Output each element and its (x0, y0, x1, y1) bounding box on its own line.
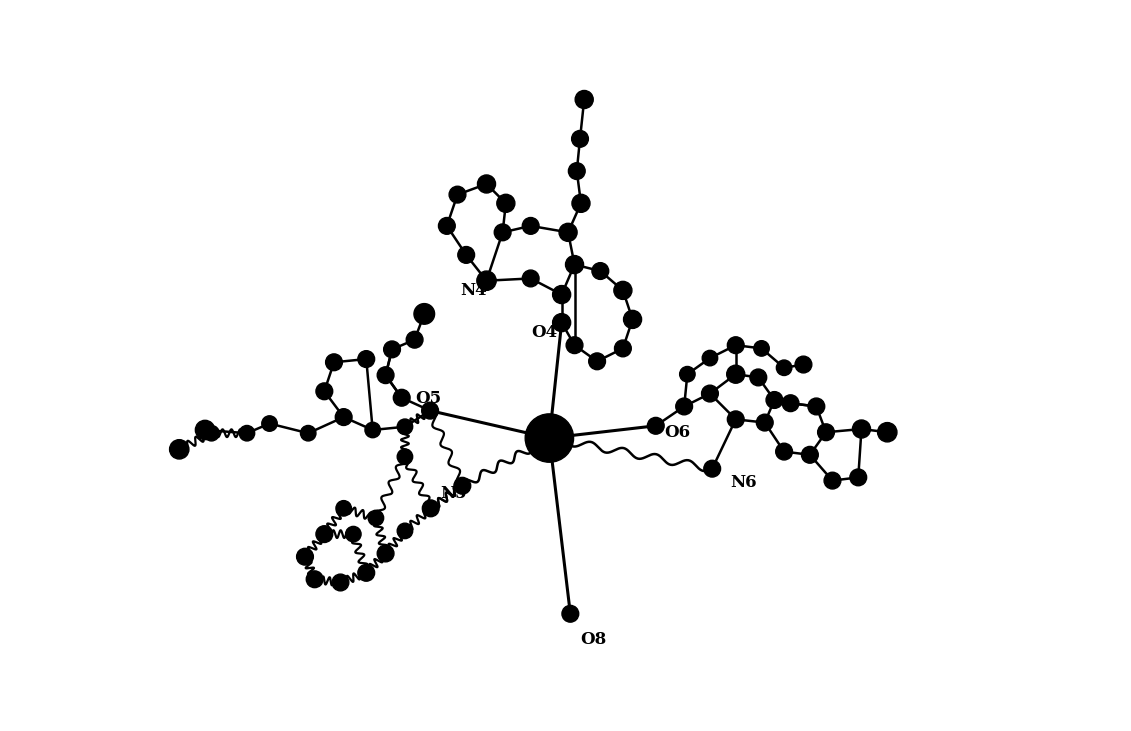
Circle shape (753, 341, 769, 356)
Text: N6: N6 (729, 474, 757, 491)
Circle shape (750, 369, 767, 386)
Circle shape (703, 461, 720, 477)
Circle shape (795, 356, 812, 373)
Circle shape (414, 303, 434, 325)
Circle shape (562, 605, 579, 622)
Circle shape (818, 424, 835, 441)
Circle shape (240, 425, 254, 441)
Circle shape (702, 350, 718, 366)
Text: O8: O8 (580, 632, 606, 648)
Text: N5: N5 (441, 485, 467, 501)
Circle shape (878, 423, 897, 442)
Circle shape (346, 526, 361, 542)
Circle shape (553, 314, 571, 332)
Circle shape (757, 414, 774, 431)
Circle shape (776, 360, 792, 376)
Circle shape (301, 425, 316, 441)
Circle shape (397, 419, 413, 434)
Circle shape (497, 194, 515, 212)
Circle shape (449, 186, 466, 203)
Circle shape (824, 472, 840, 489)
Circle shape (454, 477, 470, 494)
Circle shape (196, 420, 215, 439)
Circle shape (477, 175, 495, 193)
Circle shape (727, 411, 744, 428)
Circle shape (333, 574, 348, 591)
Circle shape (572, 194, 590, 212)
Circle shape (680, 366, 696, 382)
Circle shape (849, 469, 866, 486)
Circle shape (296, 548, 313, 565)
Circle shape (566, 256, 584, 273)
Circle shape (378, 367, 394, 384)
Circle shape (647, 417, 664, 434)
Circle shape (701, 385, 718, 402)
Text: O6: O6 (664, 423, 690, 441)
Circle shape (614, 281, 632, 300)
Circle shape (458, 246, 475, 263)
Circle shape (525, 414, 573, 462)
Circle shape (783, 395, 798, 412)
Circle shape (326, 354, 343, 371)
Circle shape (397, 523, 413, 539)
Circle shape (170, 439, 189, 459)
Circle shape (406, 331, 423, 348)
Circle shape (477, 271, 497, 290)
Circle shape (569, 163, 585, 180)
Circle shape (394, 390, 411, 406)
Circle shape (567, 337, 582, 354)
Circle shape (307, 571, 323, 588)
Circle shape (614, 340, 631, 357)
Circle shape (523, 218, 539, 234)
Circle shape (589, 353, 605, 370)
Circle shape (439, 218, 456, 234)
Circle shape (336, 501, 352, 516)
Circle shape (727, 366, 745, 383)
Circle shape (559, 223, 577, 241)
Circle shape (357, 564, 374, 581)
Circle shape (576, 91, 594, 108)
Circle shape (592, 262, 608, 279)
Circle shape (204, 425, 219, 441)
Text: O4: O4 (532, 324, 558, 341)
Circle shape (766, 392, 783, 409)
Circle shape (727, 337, 744, 354)
Circle shape (422, 500, 439, 517)
Circle shape (523, 270, 539, 287)
Circle shape (316, 383, 333, 400)
Circle shape (623, 311, 641, 328)
Circle shape (422, 402, 439, 419)
Circle shape (808, 398, 824, 414)
Circle shape (316, 526, 333, 542)
Circle shape (397, 449, 413, 464)
Circle shape (383, 341, 400, 357)
Circle shape (802, 447, 818, 463)
Circle shape (776, 443, 793, 460)
Circle shape (675, 398, 692, 414)
Circle shape (369, 510, 383, 526)
Text: N4: N4 (460, 281, 486, 299)
Circle shape (357, 351, 374, 368)
Circle shape (378, 545, 394, 562)
Circle shape (571, 130, 588, 147)
Circle shape (853, 420, 871, 438)
Text: O5: O5 (415, 390, 441, 407)
Circle shape (494, 224, 511, 240)
Circle shape (553, 286, 571, 303)
Circle shape (261, 416, 277, 431)
Circle shape (365, 423, 380, 438)
Circle shape (335, 409, 352, 425)
